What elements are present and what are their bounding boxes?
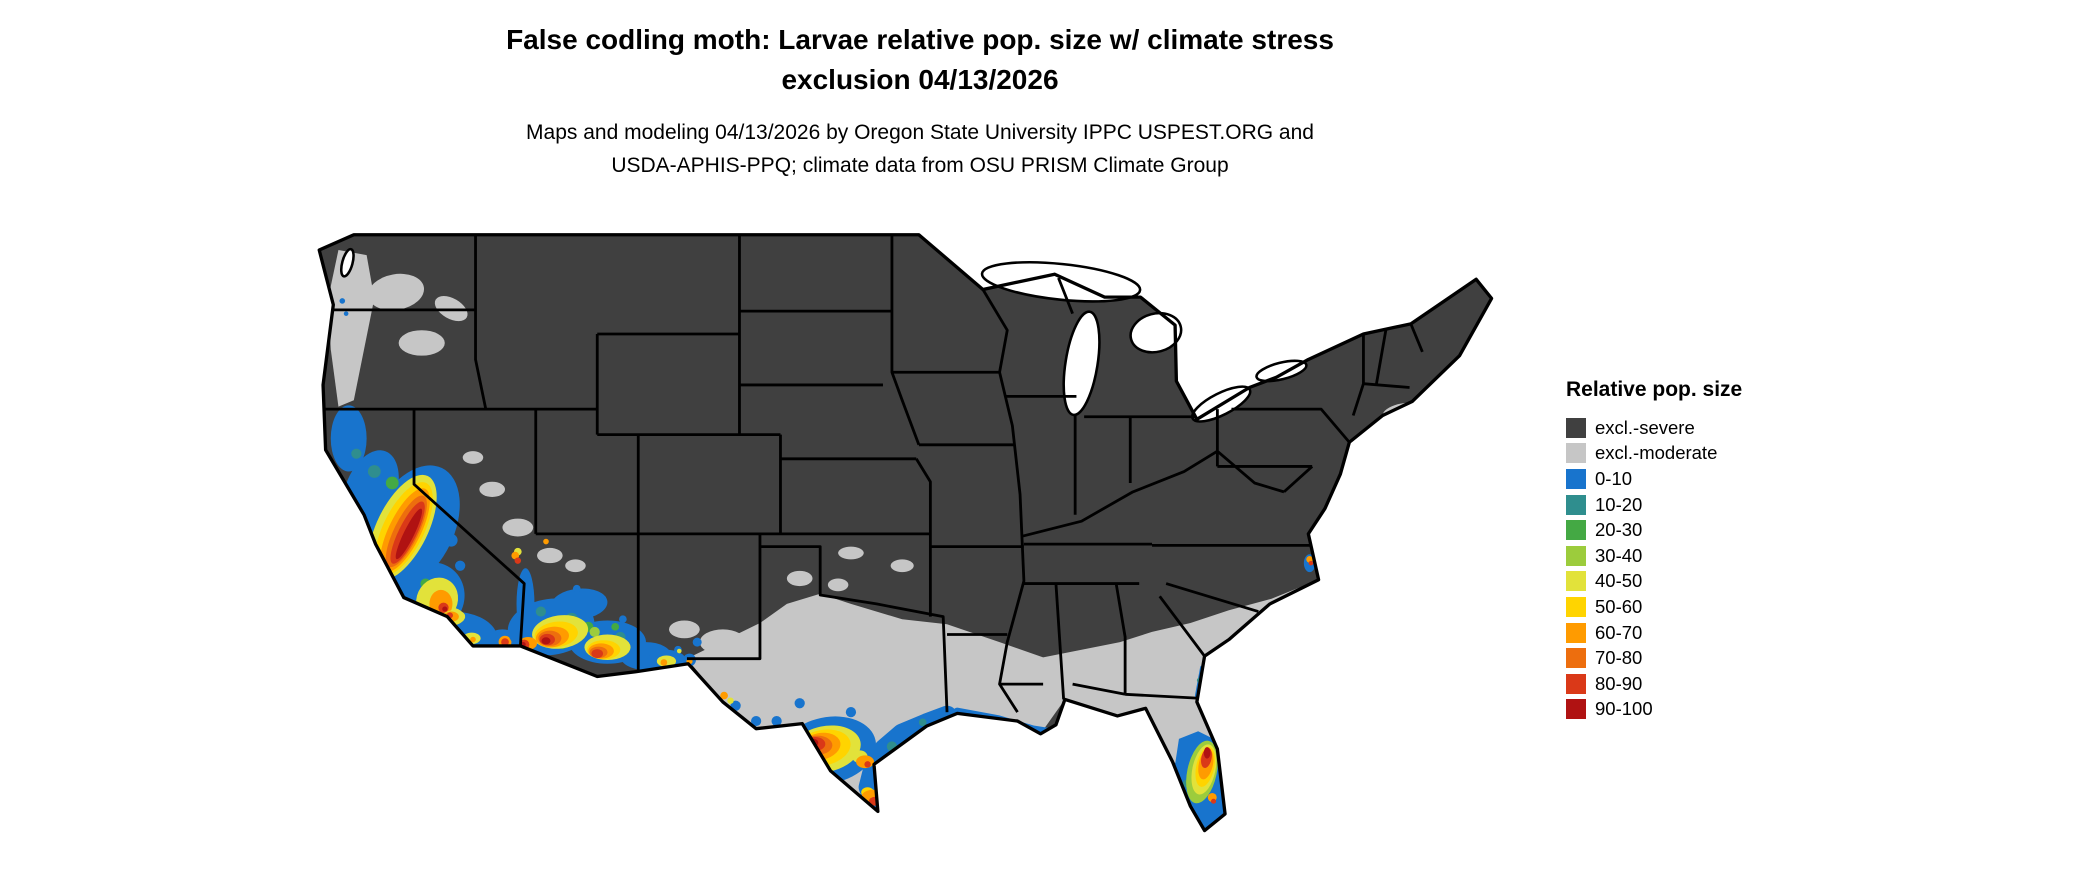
- legend-item: 70-80: [1566, 645, 1826, 671]
- us-outline: [317, 233, 1494, 833]
- map-region-arizona: [507, 584, 702, 671]
- legend-swatch: [1566, 468, 1586, 489]
- legend-label: excl.-severe: [1595, 416, 1695, 438]
- legend-label: 60-70: [1595, 621, 1643, 643]
- legend-item: 20-30: [1566, 517, 1826, 543]
- legend-label: 90-100: [1595, 698, 1653, 720]
- legend-swatch: [1566, 622, 1586, 643]
- legend-title: Relative pop. size: [1566, 378, 1743, 401]
- legend-label: 0-10: [1595, 467, 1633, 489]
- legend-item: 90-100: [1566, 697, 1826, 723]
- legend-label: 10-20: [1595, 493, 1643, 515]
- legend-swatch: [1566, 520, 1586, 541]
- legend-swatch: [1566, 699, 1586, 720]
- legend-label: 50-60: [1595, 595, 1643, 617]
- state-borders: [323, 234, 1424, 713]
- legend-label: 80-90: [1595, 672, 1643, 694]
- legend-label: 70-80: [1595, 647, 1643, 669]
- legend-swatch: [1566, 417, 1586, 438]
- legend-item: 0-10: [1566, 466, 1826, 492]
- legend-label: excl.-moderate: [1595, 442, 1718, 464]
- page-title: False codling moth: Larvae relative pop.…: [0, 20, 1840, 100]
- title-line-2: exclusion 04/13/2026: [781, 64, 1059, 95]
- legend-item: 30-40: [1566, 543, 1826, 569]
- lake-michigan: [1062, 310, 1101, 417]
- legend-item: 10-20: [1566, 492, 1826, 518]
- legend-item: excl.-severe: [1566, 415, 1826, 441]
- legend: Relative pop. size excl.-severe excl.-mod…: [1566, 378, 1826, 722]
- map-region-florida: [1175, 665, 1227, 830]
- legend-label: 20-30: [1595, 519, 1643, 541]
- legend-swatch: [1566, 571, 1586, 592]
- subtitle-line-2: USDA-APHIS-PPQ; climate data from OSU PR…: [611, 154, 1229, 177]
- legend-swatch: [1566, 545, 1586, 566]
- legend-item: 50-60: [1566, 594, 1826, 620]
- puget-sound: [339, 247, 355, 278]
- legend-label: 40-50: [1595, 570, 1643, 592]
- legend-item: 60-70: [1566, 620, 1826, 646]
- legend-swatch: [1566, 648, 1586, 669]
- legend-items: excl.-severe excl.-moderate 0-10 10-20 20-30…: [1566, 415, 1826, 722]
- map-region-california: [330, 298, 549, 655]
- us-map-container: [300, 222, 1530, 884]
- legend-swatch: [1566, 494, 1586, 515]
- legend-swatch: [1566, 596, 1586, 617]
- legend-swatch: [1566, 443, 1586, 464]
- page-subtitle: Maps and modeling 04/13/2026 by Oregon S…: [0, 116, 1840, 182]
- legend-item: excl.-moderate: [1566, 441, 1826, 467]
- title-line-1: False codling moth: Larvae relative pop.…: [506, 24, 1334, 55]
- legend-label: 30-40: [1595, 544, 1643, 566]
- legend-item: 40-50: [1566, 569, 1826, 595]
- lake-huron: [1129, 311, 1183, 354]
- map-header: False codling moth: Larvae relative pop.…: [0, 20, 1840, 182]
- legend-swatch: [1566, 673, 1586, 694]
- subtitle-line-1: Maps and modeling 04/13/2026 by Oregon S…: [526, 121, 1314, 144]
- legend-item: 80-90: [1566, 671, 1826, 697]
- us-map: [317, 233, 1494, 833]
